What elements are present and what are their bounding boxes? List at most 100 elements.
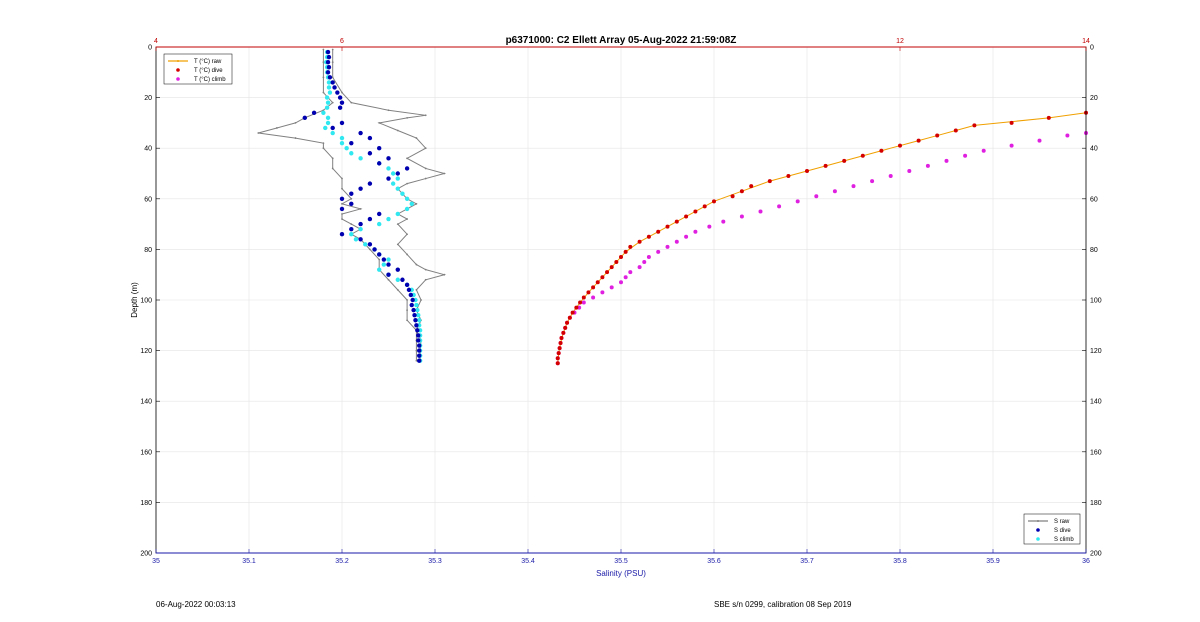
salinity-raw-line-point — [322, 48, 325, 51]
salinity-raw-line-point — [387, 278, 390, 281]
temperature-dive-point — [953, 128, 958, 133]
salinity-raw-line — [258, 49, 417, 361]
temperature-climb-point — [925, 163, 930, 168]
salinity-dive-point — [400, 277, 405, 282]
temperature-dive-point — [786, 174, 791, 179]
salinity-dive-point — [358, 130, 363, 136]
salinity-dive-point — [302, 115, 307, 121]
salinity-climb-point — [339, 140, 345, 146]
temperature-dive-point — [605, 270, 610, 275]
y-tick-label: 120 — [140, 348, 152, 355]
temperature-dive-point — [574, 305, 579, 310]
salinity-climb-point — [386, 257, 391, 262]
temperature-climb-point — [693, 229, 698, 234]
salinity-dive-point — [416, 343, 422, 348]
temperature-dive-point — [623, 249, 628, 254]
salinity-raw-line-point — [341, 91, 343, 94]
salinity-dive-point — [377, 161, 382, 166]
salinity-raw-line-point — [341, 218, 343, 220]
temperature-climb-point — [619, 280, 623, 285]
salinity-dive-point — [406, 287, 412, 293]
legend-salinity: S raw S dive S climb — [1023, 513, 1081, 545]
salinity-raw-line-point — [406, 218, 408, 220]
salinity-dive-point — [404, 166, 410, 171]
temperature-dive-point — [767, 179, 772, 184]
temperature-climb-point — [674, 239, 679, 244]
salinity-dive-point — [325, 49, 331, 55]
salinity-climb-point — [339, 135, 345, 141]
temperature-dive-point — [739, 189, 744, 194]
temperature-climb-point — [628, 270, 633, 275]
salinity-dive-point — [358, 186, 363, 191]
temperature-climb-point — [591, 295, 596, 300]
salinity-raw-line-point — [331, 76, 334, 79]
salinity-climb-point — [404, 196, 410, 201]
salinity-raw-line-point — [406, 253, 408, 256]
salinity-dive-point — [367, 181, 373, 186]
temperature-dive-point — [823, 163, 828, 168]
temperature-dive-point — [609, 265, 614, 270]
salinity-raw-line-point — [396, 288, 399, 291]
salinity-climb-point — [344, 146, 349, 151]
salinity-climb-point — [363, 242, 368, 247]
y-tick-label-right: 160 — [1090, 449, 1102, 456]
salinity-dive-point — [337, 95, 343, 100]
legend-entry-label: T (°C) climb — [194, 77, 226, 83]
temperature-dive-point — [730, 194, 735, 199]
x-tick-label: 35.2 — [335, 558, 349, 565]
temperature-dive-point — [916, 138, 921, 143]
salinity-climb-point — [386, 166, 391, 171]
salinity-dive-point — [416, 353, 422, 358]
x-top-tick-label: 4 — [154, 38, 158, 45]
salinity-dive-point — [415, 328, 420, 333]
salinity-raw-line-point — [406, 157, 408, 160]
temperature-dive-point — [558, 341, 563, 346]
salinity-dive-point — [325, 70, 331, 75]
temperature-dive-point — [860, 153, 865, 158]
salinity-raw-line-point — [294, 137, 297, 139]
temperature-climb-point — [684, 234, 689, 239]
salinity-dive-point — [408, 292, 414, 298]
x-tick-label: 35.1 — [242, 558, 256, 565]
temperature-climb-point — [777, 204, 782, 209]
x-top-tick-label: 12 — [896, 38, 904, 45]
salinity-raw-line-point — [406, 309, 408, 312]
salinity-raw-line-point — [424, 147, 427, 150]
y-tick-label-right: 0 — [1090, 45, 1094, 52]
y-tick-label-right: 180 — [1090, 500, 1102, 507]
salinity-dive-point — [339, 120, 345, 126]
salinity-dive-point — [377, 252, 382, 257]
salinity-dive-point — [367, 216, 373, 222]
temperature-climb-point — [870, 179, 875, 184]
temperature-dive-point — [595, 280, 600, 285]
temperature-climb-point — [721, 219, 726, 224]
salinity-dive-point — [381, 257, 387, 262]
x-tick-label: 35.4 — [521, 558, 535, 565]
temperature-climb-point — [1009, 143, 1014, 148]
salinity-dive-point — [349, 226, 354, 232]
temperature-dive-point — [565, 320, 570, 325]
legend-marker-swatch — [1036, 537, 1040, 541]
temperature-climb-point — [656, 249, 661, 254]
salinity-dive-point — [339, 196, 345, 201]
salinity-dive-point — [335, 90, 340, 95]
series-layer — [257, 48, 1088, 366]
y-tick-label-right: 140 — [1090, 399, 1102, 406]
x-tick-label: 35.8 — [893, 558, 907, 565]
salinity-raw-line-point — [420, 299, 422, 301]
salinity-climb-point — [416, 318, 422, 323]
temperature-climb-point — [758, 209, 763, 214]
salinity-raw-line-point — [424, 177, 427, 180]
x-tick-label: 35.7 — [800, 558, 814, 565]
salinity-dive-point — [337, 105, 343, 110]
axis-layer: 0 0 20 20 40 40 60 60 80 80 100 100 120 120 140 140 160 1… — [140, 38, 1101, 565]
salinity-dive-point — [330, 125, 335, 131]
temperature-climb-point — [944, 158, 949, 163]
salinity-dive-point — [311, 110, 317, 115]
salinity-climb-point — [395, 211, 400, 217]
salinity-raw-line-point — [331, 48, 334, 51]
salinity-climb-point — [395, 176, 400, 181]
salinity-raw-line-point — [415, 202, 418, 205]
temperature-dive-point — [1046, 115, 1051, 120]
